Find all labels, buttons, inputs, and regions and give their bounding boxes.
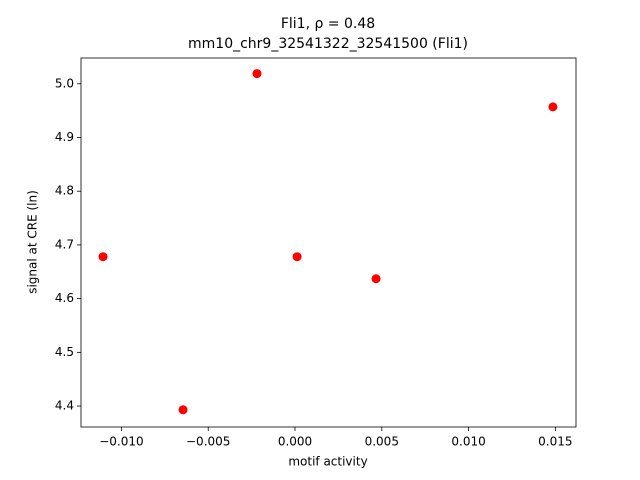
x-tick-label: −0.010 [99, 435, 143, 449]
point [548, 102, 558, 112]
x-tick-label: 0.000 [278, 435, 312, 449]
chart-subtitle: mm10_chr9_32541322_32541500 (Fli1) [188, 36, 468, 52]
plot-frame [80, 57, 577, 428]
y-axis-label: signal at CRE (ln) [26, 190, 40, 294]
point [292, 252, 302, 262]
point [371, 274, 381, 284]
y-tick-label: 5.0 [55, 76, 74, 90]
y-tick-label: 4.8 [55, 184, 74, 198]
point [98, 252, 108, 262]
x-tick-label: 0.010 [451, 435, 485, 449]
point [178, 405, 188, 415]
x-axis-label: motif activity [288, 455, 367, 469]
x-tick-label: −0.005 [186, 435, 230, 449]
y-tick-label: 4.6 [55, 291, 74, 305]
x-tick-label: 0.015 [538, 435, 572, 449]
y-tick-label: 4.5 [55, 345, 74, 359]
y-tick-label: 4.9 [55, 130, 74, 144]
chart-title: Fli1, ρ = 0.48 [281, 16, 375, 32]
y-tick-label: 4.7 [55, 237, 74, 251]
point [252, 69, 262, 79]
x-tick-label: 0.005 [365, 435, 399, 449]
y-tick-label: 4.4 [55, 399, 74, 413]
